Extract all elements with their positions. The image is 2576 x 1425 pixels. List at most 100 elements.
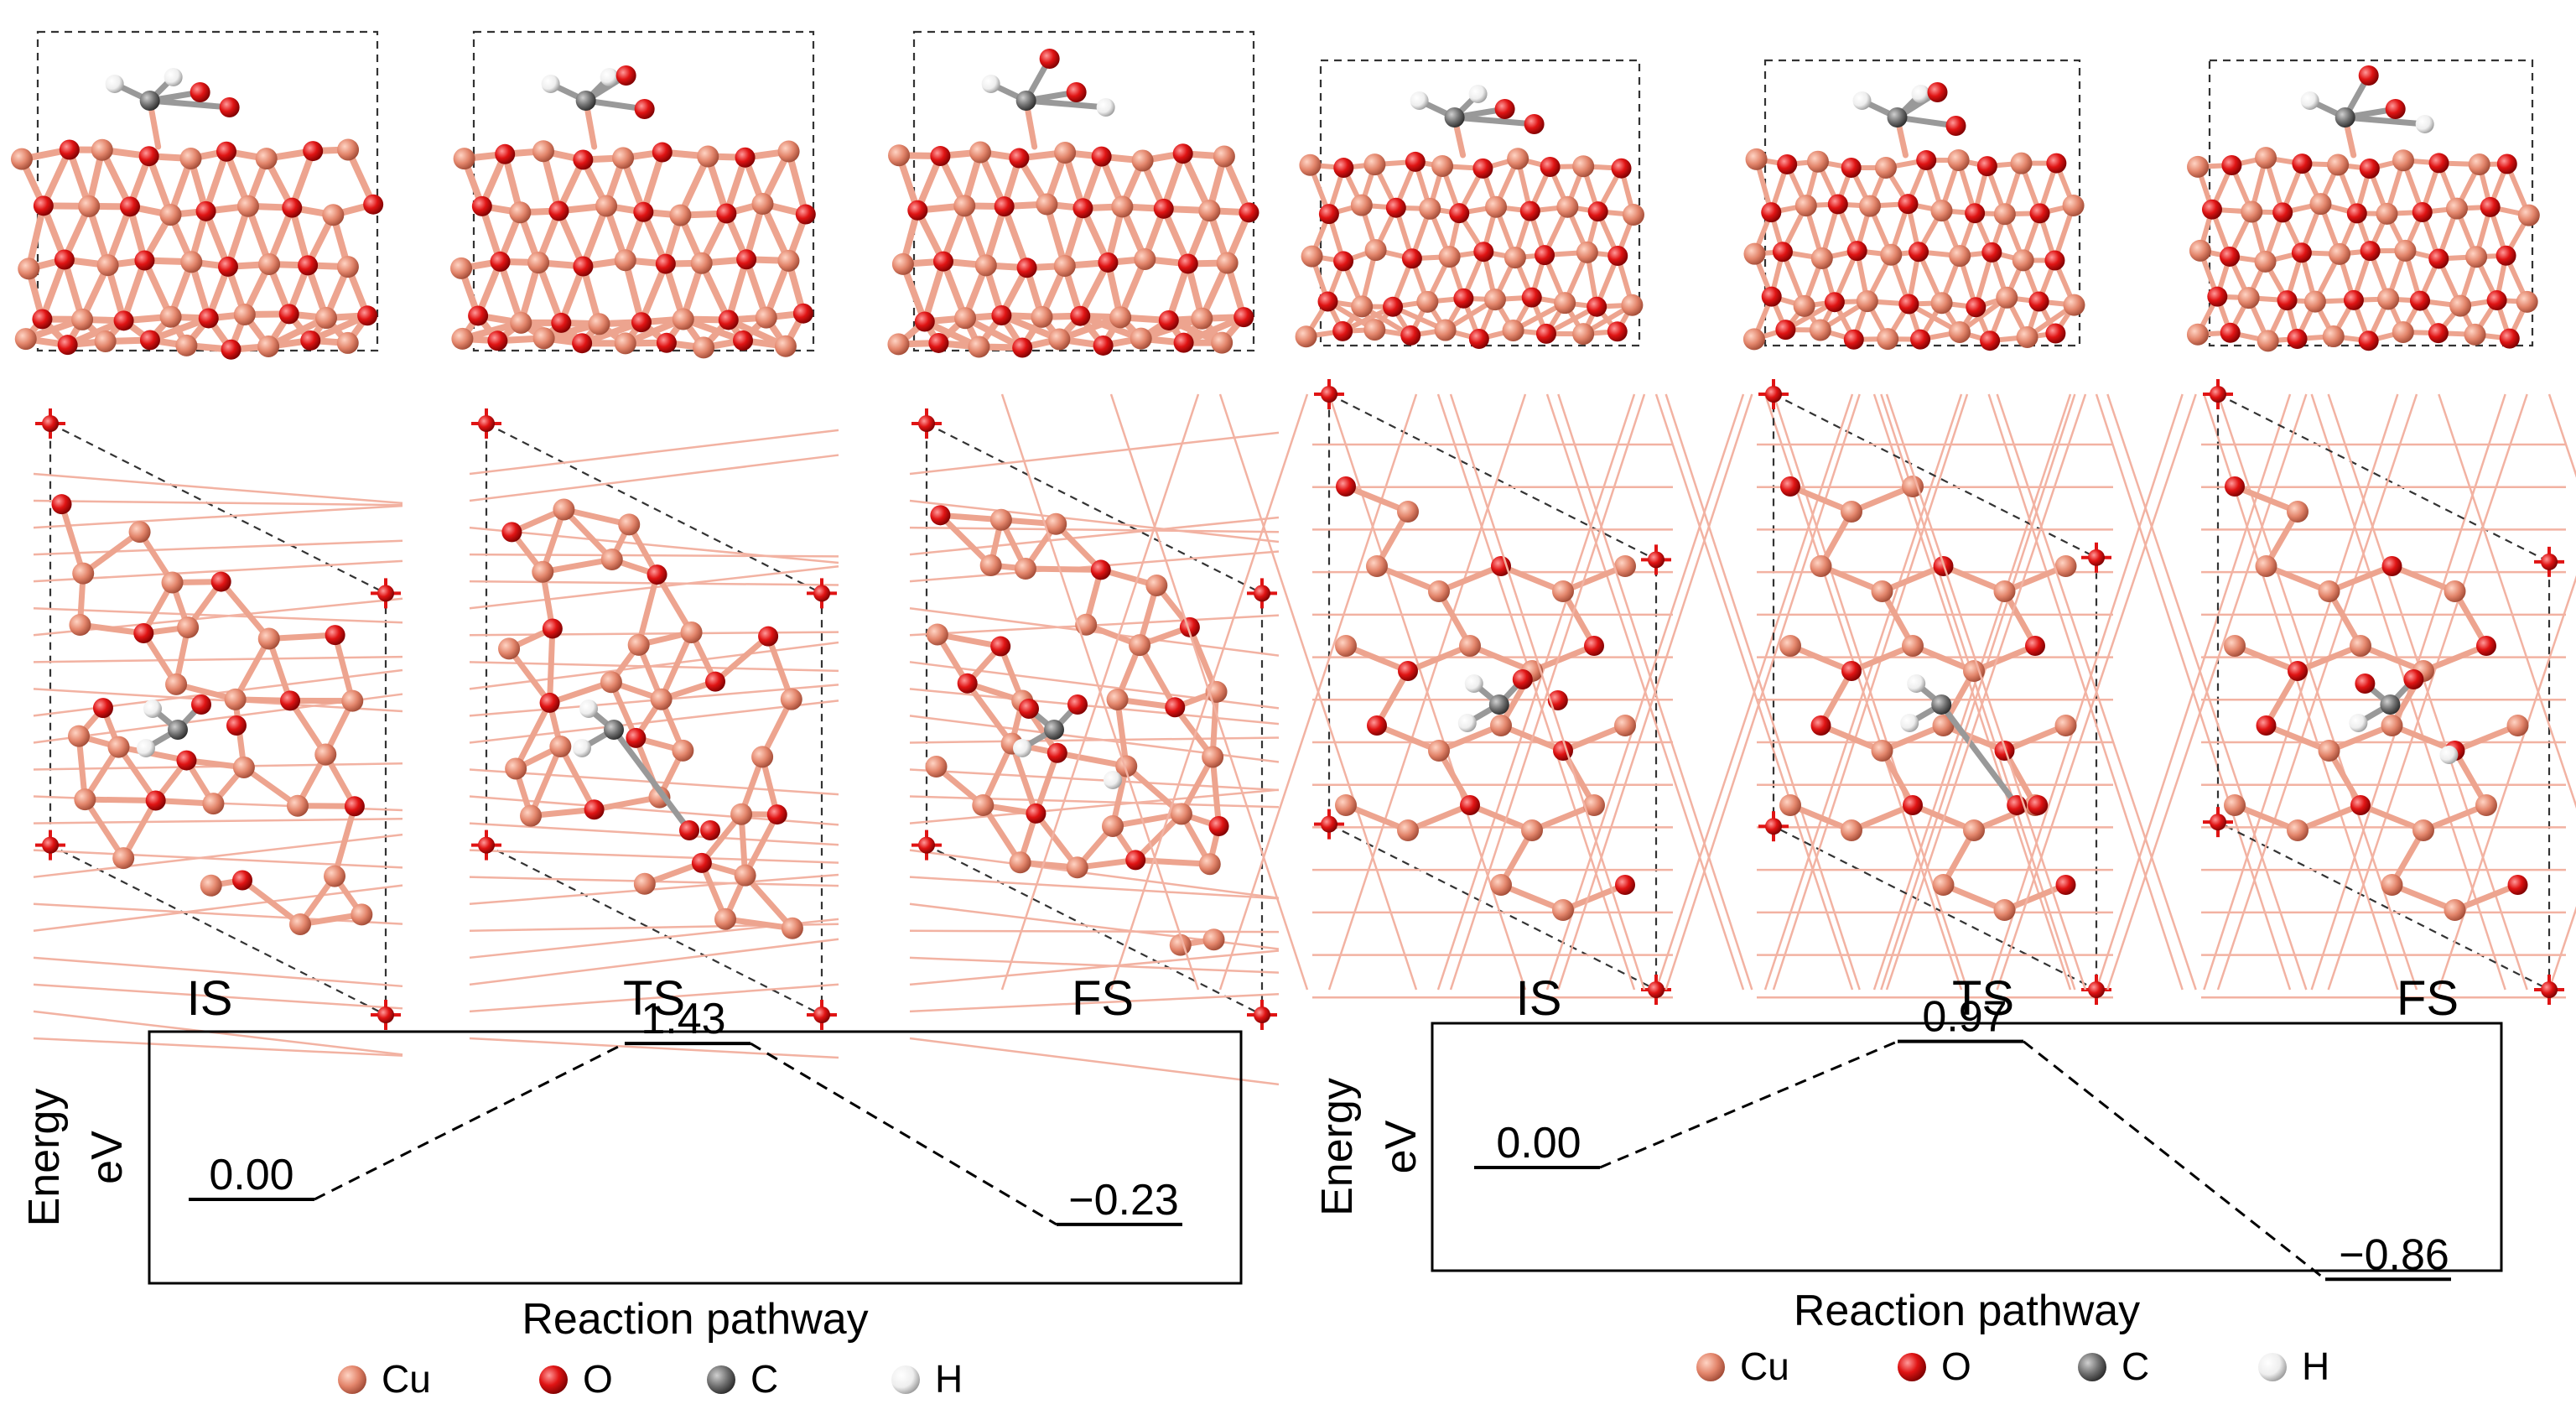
h-atom <box>981 75 1000 93</box>
lattice-line <box>469 454 839 502</box>
o-atom <box>2028 291 2049 312</box>
o-atom <box>907 200 928 221</box>
cu-atom <box>1554 292 1576 315</box>
cu-atom <box>1191 307 1213 330</box>
o-atom <box>1524 114 1545 134</box>
cu-atom <box>1880 243 1903 266</box>
o-atom <box>2428 153 2449 174</box>
bond <box>1374 563 1442 595</box>
bond <box>921 257 947 325</box>
cu-atom <box>351 903 373 926</box>
lattice-line <box>2547 393 2576 478</box>
bond <box>59 501 86 577</box>
o-atom <box>615 65 636 86</box>
o-atom <box>2360 241 2381 262</box>
bond <box>1032 810 1081 871</box>
o-atom <box>2486 290 2507 311</box>
bond <box>331 803 358 880</box>
cu-atom <box>2318 740 2340 762</box>
lattice-line <box>909 993 1280 1013</box>
cu-atom <box>1106 688 1129 710</box>
bond <box>560 507 632 528</box>
o-atom <box>217 256 238 277</box>
bond <box>937 512 995 569</box>
cu-atom <box>969 141 992 164</box>
o-atom <box>363 194 384 215</box>
lattice-line <box>33 472 403 505</box>
cu-atom <box>1335 635 1357 657</box>
o-atom <box>2288 661 2308 681</box>
energy-value-ts: 0.97 <box>1922 993 2007 1042</box>
lattice-line <box>33 499 403 507</box>
cu-atom <box>974 254 997 277</box>
slab-side-view <box>10 30 384 360</box>
o-atom <box>2291 242 2312 263</box>
lattice-line <box>469 553 839 558</box>
lattice-lines <box>1449 393 2506 999</box>
cu-atom <box>159 204 182 226</box>
o-atom <box>1321 386 1337 403</box>
cu-atom <box>2516 290 2538 313</box>
lattice-line <box>33 818 403 824</box>
cu-atom <box>751 193 774 216</box>
cu-atom <box>714 908 737 930</box>
cu-atom <box>1364 239 1387 262</box>
bond <box>654 571 695 636</box>
state-label-fs: FS <box>2397 971 2459 1026</box>
bond <box>2389 563 2458 595</box>
o-atom <box>1066 82 1087 102</box>
cu-atom <box>2054 555 2077 577</box>
o-atom <box>1239 202 1259 223</box>
energy-value-is: 0.00 <box>209 1151 293 1199</box>
lattice-line <box>909 736 1280 744</box>
cu-atom <box>968 335 990 358</box>
bond <box>1787 802 1855 834</box>
pathway-connector <box>750 1042 1057 1226</box>
bond <box>1909 642 1977 674</box>
slab-side-view <box>887 30 1259 358</box>
cu-atom <box>1434 319 1457 341</box>
o-atom <box>2225 476 2245 497</box>
lattice-line <box>33 849 403 869</box>
o-atom <box>191 694 211 715</box>
cu-atom <box>527 252 550 274</box>
cu-atom <box>633 872 656 895</box>
o-atom <box>2359 158 2380 179</box>
o-atom <box>1909 242 1929 263</box>
bond <box>2389 882 2458 913</box>
o-atom <box>2046 153 2067 174</box>
cu-atom <box>1130 327 1152 350</box>
bond <box>1529 642 1597 674</box>
o-atom <box>1460 795 1480 815</box>
o-atom <box>792 303 813 324</box>
o-atom <box>1615 875 1635 895</box>
o-atom <box>119 196 140 217</box>
bond <box>1009 741 1039 817</box>
o-atom <box>1765 818 1782 835</box>
o-atom <box>2277 290 2298 311</box>
legend: Cu O C H <box>338 1357 963 1401</box>
o-atom <box>735 147 756 168</box>
o-atom <box>1039 49 1060 69</box>
o-atom <box>705 671 726 692</box>
o-atom <box>2358 330 2379 351</box>
lattice-line <box>469 938 839 986</box>
o-atom <box>1841 157 1862 178</box>
o-atom <box>1016 257 1037 278</box>
bond <box>81 796 127 861</box>
o-atom <box>1367 715 1387 736</box>
cu-atom <box>588 313 610 335</box>
o-atom <box>501 522 522 543</box>
o-atom <box>300 330 321 351</box>
cu-atom <box>69 614 91 637</box>
bond <box>1452 114 1538 127</box>
legend-label-c: C <box>750 1357 778 1401</box>
o-atom <box>656 332 677 353</box>
y-axis-unit: eV <box>83 1131 132 1184</box>
cu-atom <box>71 308 94 330</box>
h-atom <box>541 75 560 93</box>
cu-atom <box>1993 203 2016 226</box>
bond <box>1109 810 1185 830</box>
o-atom <box>1994 741 2015 761</box>
